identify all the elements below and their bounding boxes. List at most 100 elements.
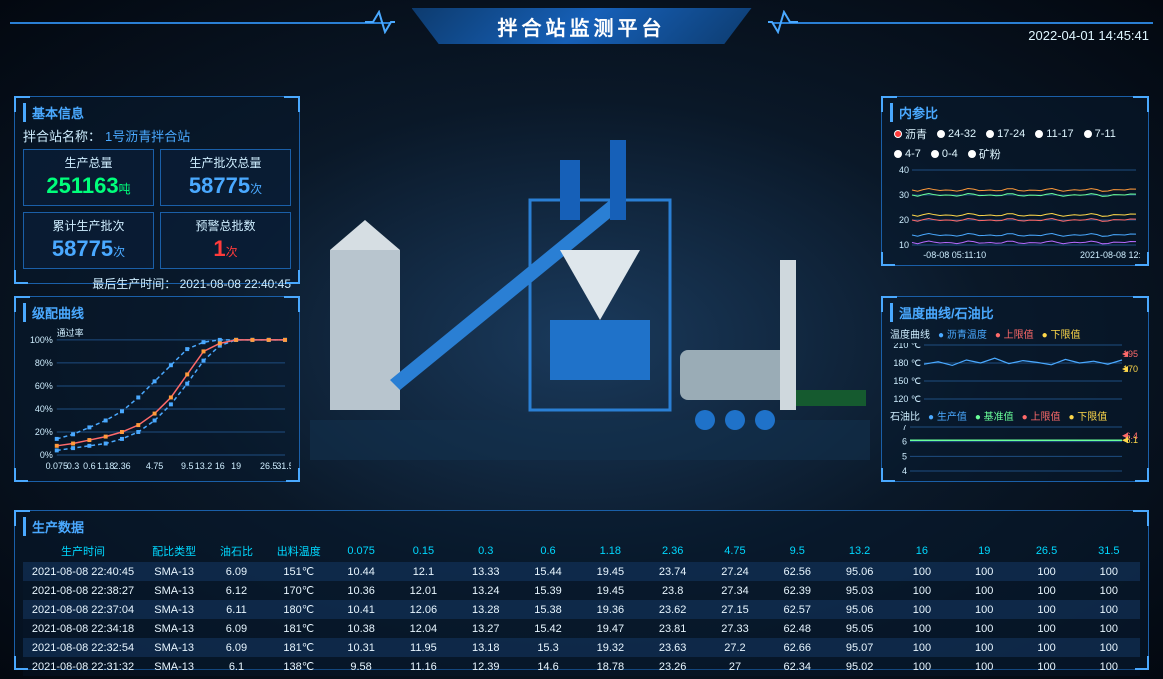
stat-value: 251163吨 — [26, 173, 151, 199]
table-cell: 100 — [1015, 619, 1077, 638]
table-header: 0.3 — [455, 540, 517, 562]
svg-text:180 ℃: 180 ℃ — [893, 358, 921, 368]
table-row[interactable]: 2021-08-08 22:38:27SMA-136.12170℃10.3612… — [23, 581, 1140, 600]
svg-text:通过率: 通过率 — [57, 327, 84, 338]
legend-item: 0-4 — [931, 146, 958, 162]
table-cell: 10.44 — [330, 562, 392, 581]
legend-item: 24-32 — [937, 126, 976, 142]
table-cell: 12.06 — [392, 600, 454, 619]
production-title: 生产数据 — [23, 517, 1140, 536]
table-row[interactable]: 2021-08-08 22:31:32SMA-136.1138℃9.5811.1… — [23, 657, 1140, 676]
temp-oil-title: 温度曲线/石油比 — [890, 303, 1140, 322]
temp-chart: 120 ℃150 ℃180 ℃210 ℃195170 — [890, 343, 1140, 403]
legend-item: 4-7 — [894, 146, 921, 162]
table-row[interactable]: 2021-08-08 22:34:18SMA-136.09181℃10.3812… — [23, 619, 1140, 638]
temp-legend: 温度曲线● 沥青温度● 上限值● 下限值 — [890, 326, 1140, 341]
table-cell: 100 — [1015, 562, 1077, 581]
legend-item: 17-24 — [986, 126, 1025, 142]
table-cell: 100 — [1078, 562, 1140, 581]
table-cell: 100 — [1078, 619, 1140, 638]
table-cell: 23.63 — [642, 638, 704, 657]
table-cell: 6.1 — [205, 657, 267, 676]
table-cell: 6.09 — [205, 619, 267, 638]
stat-label: 生产总量 — [26, 154, 151, 171]
table-cell: 2021-08-08 22:38:27 — [23, 581, 143, 600]
svg-text:6: 6 — [902, 437, 907, 447]
table-cell: 138℃ — [268, 657, 330, 676]
stat-box: 生产批次总量58775次 — [160, 149, 291, 206]
table-cell: 6.09 — [205, 562, 267, 581]
table-cell: 19.45 — [579, 562, 641, 581]
table-cell: 15.42 — [517, 619, 579, 638]
table-cell: 15.44 — [517, 562, 579, 581]
timestamp: 2022-04-01 14:45:41 — [1028, 28, 1149, 43]
legend-item: 7-11 — [1084, 126, 1116, 142]
table-cell: 11.95 — [392, 638, 454, 657]
stat-box: 累计生产批次58775次 — [23, 212, 154, 269]
svg-text:0%: 0% — [40, 450, 53, 460]
table-cell: 100 — [953, 657, 1015, 676]
table-row[interactable]: 2021-08-08 22:37:04SMA-136.11180℃10.4112… — [23, 600, 1140, 619]
table-cell: 19.36 — [579, 600, 641, 619]
table-cell: 27.33 — [704, 619, 766, 638]
production-panel: 生产数据 生产时间配比类型油石比出料温度0.0750.150.30.61.182… — [14, 510, 1149, 670]
table-cell: 151℃ — [268, 562, 330, 581]
svg-text:9.5: 9.5 — [181, 461, 193, 471]
table-row[interactable]: 2021-08-08 22:32:54SMA-136.09181℃10.3111… — [23, 638, 1140, 657]
ratio-legend: 沥青24-3217-2411-177-114-70-4矿粉 — [894, 126, 1140, 162]
table-cell: 13.28 — [455, 600, 517, 619]
table-header: 生产时间 — [23, 540, 143, 562]
table-cell: 13.27 — [455, 619, 517, 638]
table-cell: 100 — [953, 619, 1015, 638]
table-cell: 100 — [1078, 657, 1140, 676]
page-title: 拌合站监测平台 — [498, 12, 666, 41]
table-cell: 10.31 — [330, 638, 392, 657]
table-cell: 100 — [891, 638, 953, 657]
temp-oil-panel: 温度曲线/石油比 温度曲线● 沥青温度● 上限值● 下限值 120 ℃150 ℃… — [881, 296, 1149, 482]
table-cell: 95.05 — [828, 619, 890, 638]
table-cell: 23.26 — [642, 657, 704, 676]
station-name-label: 拌合站名称： — [23, 126, 101, 145]
basic-info-panel: 基本信息 拌合站名称： 1号沥青拌合站 生产总量251163吨生产批次总量587… — [14, 96, 300, 284]
basic-info-title: 基本信息 — [23, 103, 291, 122]
table-cell: 10.38 — [330, 619, 392, 638]
svg-text:0.075: 0.075 — [46, 461, 68, 471]
table-cell: 14.6 — [517, 657, 579, 676]
legend-item: 11-17 — [1035, 126, 1073, 142]
last-prod-label: 最后生产时间： — [92, 277, 176, 291]
table-cell: 180℃ — [268, 600, 330, 619]
table-cell: SMA-13 — [143, 657, 205, 676]
svg-text:2.36: 2.36 — [113, 461, 130, 471]
table-cell: 62.39 — [766, 581, 828, 600]
stat-label: 累计生产批次 — [26, 217, 151, 234]
svg-text:4: 4 — [902, 466, 907, 475]
header: 拌合站监测平台 2022-04-01 14:45:41 — [0, 0, 1163, 50]
svg-text:20: 20 — [899, 215, 909, 225]
table-cell: 100 — [891, 562, 953, 581]
table-row[interactable]: 2021-08-08 22:40:45SMA-136.09151℃10.4412… — [23, 562, 1140, 581]
table-cell: 100 — [891, 581, 953, 600]
svg-text:0.6: 0.6 — [83, 461, 95, 471]
table-cell: 100 — [1015, 581, 1077, 600]
table-cell: 27 — [704, 657, 766, 676]
table-cell: 15.3 — [517, 638, 579, 657]
table-cell: 100 — [1078, 638, 1140, 657]
table-cell: 18.78 — [579, 657, 641, 676]
table-cell: 23.74 — [642, 562, 704, 581]
table-cell: 100 — [1078, 600, 1140, 619]
table-cell: 100 — [1015, 600, 1077, 619]
table-cell: 6.09 — [205, 638, 267, 657]
table-cell: 181℃ — [268, 638, 330, 657]
table-header: 16 — [891, 540, 953, 562]
table-cell: 100 — [953, 562, 1015, 581]
svg-text:150 ℃: 150 ℃ — [893, 376, 921, 386]
svg-text:0.3: 0.3 — [67, 461, 79, 471]
svg-text:7: 7 — [902, 425, 907, 432]
table-cell: 23.8 — [642, 581, 704, 600]
table-cell: 95.03 — [828, 581, 890, 600]
table-header: 0.075 — [330, 540, 392, 562]
stat-label: 预警总批数 — [163, 217, 288, 234]
ratio-panel: 内参比 沥青24-3217-2411-177-114-70-4矿粉 102030… — [881, 96, 1149, 266]
svg-text:5: 5 — [902, 451, 907, 461]
last-prod-value: 2021-08-08 22:40:45 — [180, 277, 291, 291]
